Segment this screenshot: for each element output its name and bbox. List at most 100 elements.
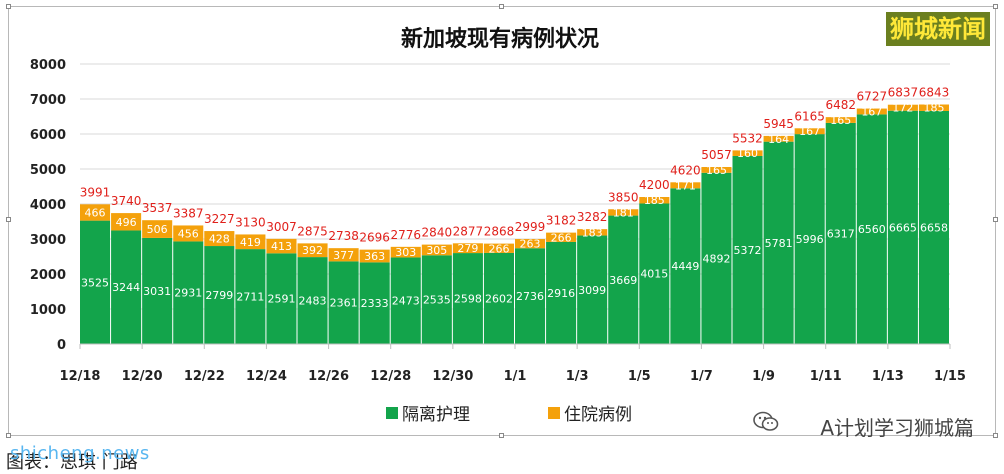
- data-label-isolation: 5372: [734, 244, 762, 257]
- data-label-isolation: 4449: [671, 260, 699, 273]
- data-label-total: 2696: [359, 231, 390, 245]
- bar-isolation: [732, 155, 763, 344]
- legend-swatch-isolation: [386, 407, 398, 419]
- data-label-isolation: 2333: [361, 297, 389, 310]
- data-label-isolation: 2736: [516, 290, 544, 303]
- data-label-isolation: 6665: [889, 221, 917, 234]
- bar-isolation: [421, 255, 452, 344]
- bar-isolation: [297, 257, 328, 344]
- data-label-total: 5532: [732, 131, 763, 145]
- data-label-total: 2776: [390, 228, 421, 242]
- bar-isolation: [639, 203, 670, 344]
- data-label-hospitalised: 377: [333, 249, 354, 262]
- y-axis: 0 1000 2000 3000 4000 5000 6000 7000 8000: [30, 58, 66, 353]
- data-label-hospitalised: 392: [302, 244, 323, 257]
- data-label-isolation: 2483: [299, 295, 327, 308]
- resize-handle[interactable]: [993, 433, 998, 438]
- legend: 隔离护理 住院病例: [386, 405, 632, 425]
- bar-isolation: [577, 235, 608, 344]
- bar-hospitalised: [794, 128, 825, 135]
- bar-hospitalised: [80, 204, 111, 221]
- bar-hospitalised: [235, 234, 266, 250]
- data-label-isolation: 6317: [827, 227, 855, 240]
- y-tick-label: 1000: [30, 303, 66, 318]
- data-label-total: 6727: [857, 90, 888, 104]
- wechat-icon: [753, 411, 779, 431]
- bar-hospitalised: [515, 239, 546, 249]
- bar-isolation: [887, 110, 918, 344]
- data-label-total: 2738: [328, 229, 359, 243]
- data-label-hospitalised: 160: [737, 147, 758, 160]
- data-label-total: 4620: [670, 163, 701, 177]
- data-label-isolation: 5996: [796, 233, 824, 246]
- x-tick-label: 12/28: [370, 369, 411, 384]
- data-label-hospitalised: 165: [830, 114, 851, 127]
- x-tick-label: 12/30: [432, 369, 473, 384]
- resize-handle[interactable]: [499, 433, 504, 438]
- chart-title: 新加坡现有病例状况: [401, 26, 599, 52]
- bar-hospitalised: [670, 182, 701, 189]
- data-label-hospitalised: 172: [892, 102, 913, 115]
- bar-isolation: [918, 110, 949, 344]
- bar-isolation: [794, 134, 825, 344]
- bar-hospitalised: [390, 246, 421, 258]
- data-label-total: 6165: [794, 109, 825, 123]
- bar-isolation: [142, 237, 173, 344]
- bar-isolation: [111, 230, 142, 344]
- bar-isolation: [763, 141, 794, 344]
- data-label-hospitalised: 181: [613, 206, 634, 219]
- data-label-total: 3182: [546, 214, 577, 228]
- bar-hospitalised: [483, 243, 514, 253]
- data-label-hospitalised: 428: [209, 233, 230, 246]
- data-label-total: 2875: [297, 224, 328, 238]
- x-tick-label: 1/11: [810, 369, 842, 384]
- data-label-hospitalised: 266: [551, 231, 572, 244]
- data-label-isolation: 2361: [330, 297, 358, 310]
- data-label-hospitalised: 506: [147, 223, 168, 236]
- data-label-isolation: 2602: [485, 292, 513, 305]
- data-label-isolation: 4892: [702, 252, 730, 265]
- data-label-total: 4200: [639, 178, 670, 192]
- y-tick-label: 4000: [30, 198, 66, 213]
- bar-hospitalised: [142, 220, 173, 238]
- resize-handle[interactable]: [993, 217, 998, 222]
- resize-handle[interactable]: [499, 4, 504, 9]
- data-label-isolation: 6658: [920, 221, 948, 234]
- resize-handle[interactable]: [6, 4, 11, 9]
- bar-isolation: [359, 262, 390, 344]
- y-tick-label: 0: [57, 338, 66, 353]
- bar-hospitalised: [639, 197, 670, 204]
- brand-logo: 狮城新闻: [886, 12, 990, 46]
- x-tick-label: 1/1: [504, 369, 527, 384]
- bar-hospitalised: [266, 238, 297, 254]
- bar-isolation: [546, 241, 577, 344]
- wechat-account-label: A计划学习狮城篇: [820, 416, 974, 440]
- bar-hospitalised: [204, 231, 235, 247]
- x-tick-label: 1/5: [628, 369, 651, 384]
- bar-hospitalised: [608, 209, 639, 216]
- data-label-hospitalised: 167: [799, 125, 820, 138]
- bar-hospitalised: [887, 104, 918, 111]
- data-label-isolation: 2931: [174, 287, 202, 300]
- resize-handle[interactable]: [6, 433, 11, 438]
- data-label-total: 3537: [142, 201, 173, 215]
- bar-isolation: [452, 253, 483, 344]
- legend-label-hospital: 住院病例: [564, 405, 632, 425]
- data-label-isolation: 3099: [578, 284, 606, 297]
- bar-isolation: [856, 114, 887, 345]
- resize-handle[interactable]: [6, 217, 11, 222]
- data-labels: 3525 466 3991 3244 496 3740 3031 506 3537 2931 456…: [80, 85, 949, 310]
- bar-isolation: [670, 188, 701, 344]
- data-label-isolation: 4015: [640, 268, 668, 281]
- bar-hospitalised: [732, 150, 763, 156]
- data-label-hospitalised: 419: [240, 236, 261, 249]
- bar-hospitalised: [918, 104, 949, 111]
- x-tick-label: 1/7: [690, 369, 713, 384]
- bar-hospitalised: [856, 108, 887, 115]
- x-tick-label: 1/15: [934, 369, 966, 384]
- data-label-hospitalised: 171: [675, 179, 696, 192]
- site-watermark: shicheng.news: [10, 443, 150, 464]
- x-tick-label: 1/3: [566, 369, 589, 384]
- resize-handle[interactable]: [993, 4, 998, 9]
- data-label-hospitalised: 266: [488, 242, 509, 255]
